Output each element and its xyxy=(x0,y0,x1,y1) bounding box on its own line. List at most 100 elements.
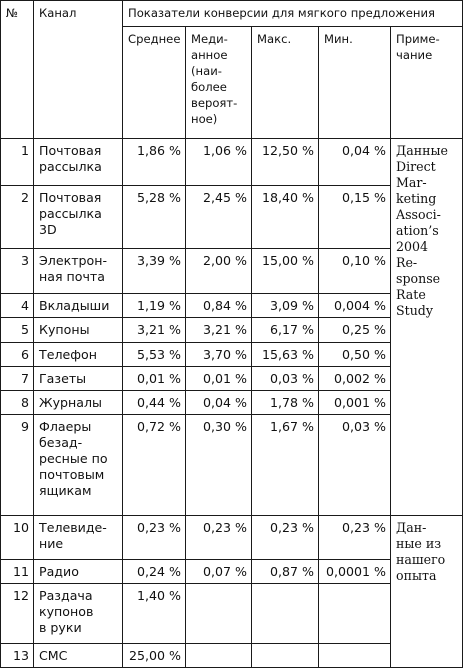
table-row: 5 Купоны 3,21 % 3,21 % 6,17 % 0,25 % xyxy=(0,317,463,343)
min-value: 0,25 % xyxy=(318,317,391,343)
average-value: 0,44 % xyxy=(122,390,186,415)
channel-name: Флаеры безад- ресные по почтовым ящикам xyxy=(33,414,123,516)
max-value: 15,00 % xyxy=(251,248,319,294)
max-value xyxy=(251,643,319,668)
max-value: 1,78 % xyxy=(251,390,319,415)
row-number: 10 xyxy=(0,515,34,560)
average-value: 0,01 % xyxy=(122,366,186,391)
max-value: 0,03 % xyxy=(251,366,319,391)
row-number: 3 xyxy=(0,248,34,294)
channel-name: Купоны xyxy=(33,317,123,343)
channel-name: Почтовая рассылка xyxy=(33,138,123,186)
note-own-data: Дан- ные из нашего опыта xyxy=(389,515,464,668)
header-number: № xyxy=(0,0,34,139)
row-number: 9 xyxy=(0,414,34,516)
header-row-sub: Среднее Меди- анное (наи- более вероят- … xyxy=(1,26,464,139)
median-value xyxy=(185,643,252,668)
table-row: 13 СМС 25,00 % xyxy=(0,643,463,668)
header-average: Среднее xyxy=(122,26,186,139)
min-value xyxy=(318,643,391,668)
median-value: 2,45 % xyxy=(185,185,252,249)
average-value: 5,53 % xyxy=(122,342,186,367)
min-value: 0,04 % xyxy=(318,138,391,186)
row-number: 6 xyxy=(0,342,34,367)
row-number: 5 xyxy=(0,317,34,343)
min-value: 0,23 % xyxy=(318,515,391,560)
max-value xyxy=(251,583,319,644)
row-number: 12 xyxy=(0,583,34,644)
table-row: 1 Почтовая рассылка 1,86 % 1,06 % 12,50 … xyxy=(0,138,464,516)
header-row-top: № Канал Показатели конверсии для мягкого… xyxy=(0,0,464,139)
header-max: Макс. xyxy=(251,26,319,139)
row-number: 4 xyxy=(0,293,34,318)
median-value: 1,06 % xyxy=(185,138,252,186)
row-number: 2 xyxy=(0,185,34,249)
median-value xyxy=(185,583,252,644)
max-value: 12,50 % xyxy=(251,138,319,186)
row-number: 11 xyxy=(0,559,34,584)
max-value: 18,40 % xyxy=(251,185,319,249)
average-value: 0,72 % xyxy=(122,414,186,516)
average-value: 3,39 % xyxy=(122,248,186,294)
header-median: Меди- анное (наи- более вероят- ное) xyxy=(185,26,252,139)
header-channel: Канал xyxy=(33,0,123,139)
max-value: 0,23 % xyxy=(251,515,319,560)
channel-name: СМС xyxy=(33,643,123,668)
channel-name: Телефон xyxy=(33,342,123,367)
row-number: 13 xyxy=(0,643,34,668)
max-value: 15,63 % xyxy=(251,342,319,367)
average-value: 1,40 % xyxy=(122,583,186,644)
table-row: 4 Вкладыши 1,19 % 0,84 % 3,09 % 0,004 % xyxy=(0,293,463,318)
average-value: 25,00 % xyxy=(122,643,186,668)
average-value: 3,21 % xyxy=(122,317,186,343)
min-value: 0,0001 % xyxy=(318,559,391,584)
min-value: 0,001 % xyxy=(318,390,391,415)
header-note: Приме- чание xyxy=(389,26,464,139)
average-value: 1,86 % xyxy=(122,138,186,186)
row-number: 1 xyxy=(0,138,34,186)
channel-name: Почтовая рассылка 3D xyxy=(33,185,123,249)
median-value: 0,84 % xyxy=(185,293,252,318)
channel-name: Вкладыши xyxy=(33,293,123,318)
min-value: 0,002 % xyxy=(318,366,391,391)
max-value: 0,87 % xyxy=(251,559,319,584)
row-number: 7 xyxy=(0,366,34,391)
header-min: Мин. xyxy=(318,26,391,139)
header-conversion-group: Показатели конверсии для мягкого предлож… xyxy=(121,0,464,27)
row-number: 8 xyxy=(0,390,34,415)
table-row: 10 Телевиде- ние 0,23 % 0,23 % 0,23 % 0,… xyxy=(0,515,464,668)
average-value: 0,23 % xyxy=(122,515,186,560)
median-value: 0,07 % xyxy=(185,559,252,584)
table-row: 9 Флаеры безад- ресные по почтовым ящика… xyxy=(0,414,463,516)
average-value: 5,28 % xyxy=(122,185,186,249)
median-value: 0,01 % xyxy=(185,366,252,391)
median-value: 2,00 % xyxy=(185,248,252,294)
min-value: 0,004 % xyxy=(318,293,391,318)
median-value: 0,23 % xyxy=(185,515,252,560)
median-value: 3,70 % xyxy=(185,342,252,367)
max-value: 6,17 % xyxy=(251,317,319,343)
channel-name: Раздача купонов в руки xyxy=(33,583,123,644)
max-value: 3,09 % xyxy=(251,293,319,318)
table-row: 7 Газеты 0,01 % 0,01 % 0,03 % 0,002 % xyxy=(0,366,463,391)
channel-name: Журналы xyxy=(33,390,123,415)
max-value: 1,67 % xyxy=(251,414,319,516)
median-value: 0,04 % xyxy=(185,390,252,415)
note-dma-study: Данные Direct Mar- keting Associ- ation’… xyxy=(389,138,464,516)
median-value: 3,21 % xyxy=(185,317,252,343)
min-value: 0,50 % xyxy=(318,342,391,367)
channel-name: Электрон- ная почта xyxy=(33,248,123,294)
min-value: 0,10 % xyxy=(318,248,391,294)
min-value: 0,03 % xyxy=(318,414,391,516)
average-value: 1,19 % xyxy=(122,293,186,318)
min-value xyxy=(318,583,391,644)
min-value: 0,15 % xyxy=(318,185,391,249)
channel-name: Радио xyxy=(33,559,123,584)
table-row: 8 Журналы 0,44 % 0,04 % 1,78 % 0,001 % xyxy=(0,390,463,415)
table-row: 2 Почтовая рассылка 3D 5,28 % 2,45 % 18,… xyxy=(0,185,463,249)
average-value: 0,24 % xyxy=(122,559,186,584)
table-row: 11 Радио 0,24 % 0,07 % 0,87 % 0,0001 % xyxy=(0,559,463,584)
channel-name: Телевиде- ние xyxy=(33,515,123,560)
channel-name: Газеты xyxy=(33,366,123,391)
